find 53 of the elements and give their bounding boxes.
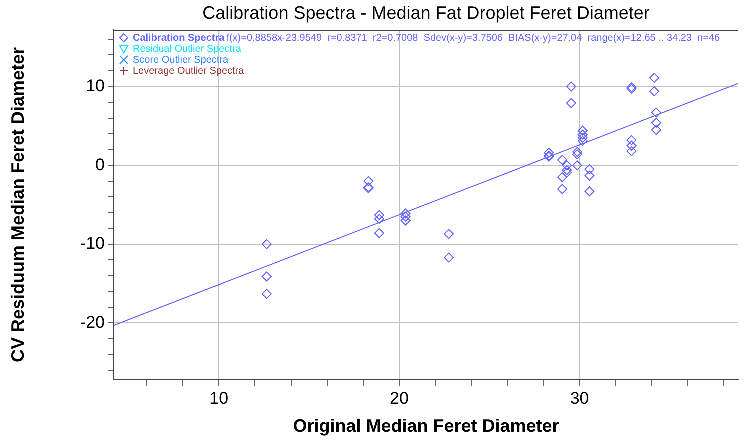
point bbox=[626, 140, 637, 151]
x-tick-label: 10 bbox=[210, 388, 229, 408]
point bbox=[262, 272, 272, 282]
point bbox=[572, 150, 582, 160]
point bbox=[651, 125, 662, 136]
point bbox=[649, 73, 660, 84]
point bbox=[572, 147, 582, 158]
y-tick-label: -20 bbox=[80, 312, 105, 332]
point bbox=[578, 132, 588, 143]
point bbox=[562, 168, 572, 178]
y-tick-label: -10 bbox=[80, 234, 105, 254]
point bbox=[374, 228, 384, 238]
legend-label: Residual Outlier Spectra bbox=[133, 44, 242, 55]
point bbox=[262, 239, 272, 250]
point bbox=[572, 160, 582, 171]
point bbox=[649, 86, 660, 96]
point bbox=[374, 214, 384, 224]
y-tick-label: 0 bbox=[96, 155, 105, 174]
legend-label: Score Outlier Spectra bbox=[133, 54, 230, 66]
point bbox=[584, 170, 595, 181]
point bbox=[562, 165, 572, 176]
point bbox=[400, 212, 411, 222]
point bbox=[444, 229, 454, 240]
y-tick-label: 10 bbox=[86, 76, 105, 96]
point bbox=[262, 289, 272, 300]
annotation: f(x)=0.8858x-23.9549 r=0.8371 r2=0.7008 Sdev(x-y)=3.7506 BIAS(x-y)=27.04 range(x)=12.65 .. 34.23 n=46 bbox=[226, 32, 720, 44]
x-axis-title: Original Median Feret Diameter bbox=[293, 416, 560, 436]
legend-label: Leverage Outlier Spectra bbox=[133, 66, 245, 77]
point bbox=[400, 208, 411, 219]
point bbox=[566, 98, 576, 108]
point bbox=[578, 126, 588, 136]
point bbox=[364, 176, 374, 186]
point bbox=[651, 108, 662, 118]
point bbox=[444, 252, 454, 263]
point bbox=[578, 136, 588, 146]
point bbox=[557, 155, 568, 166]
point bbox=[651, 118, 662, 128]
point bbox=[626, 135, 637, 146]
point bbox=[557, 172, 568, 182]
point bbox=[544, 148, 554, 158]
point bbox=[400, 216, 411, 226]
point bbox=[374, 210, 384, 220]
point bbox=[578, 130, 588, 140]
y-axis-title: CV Residuum Median Feret Diameter bbox=[8, 47, 28, 363]
x-tick-label: 20 bbox=[390, 388, 409, 408]
point bbox=[562, 160, 572, 171]
x-tick-label: 30 bbox=[570, 388, 590, 408]
point bbox=[557, 184, 568, 194]
point bbox=[584, 186, 595, 197]
point bbox=[584, 164, 595, 175]
legend-label: Calibration Spectra bbox=[133, 32, 226, 44]
point bbox=[626, 146, 637, 156]
chart-title: Calibration Spectra - Median Fat Droplet Feret Diameter bbox=[202, 2, 650, 23]
